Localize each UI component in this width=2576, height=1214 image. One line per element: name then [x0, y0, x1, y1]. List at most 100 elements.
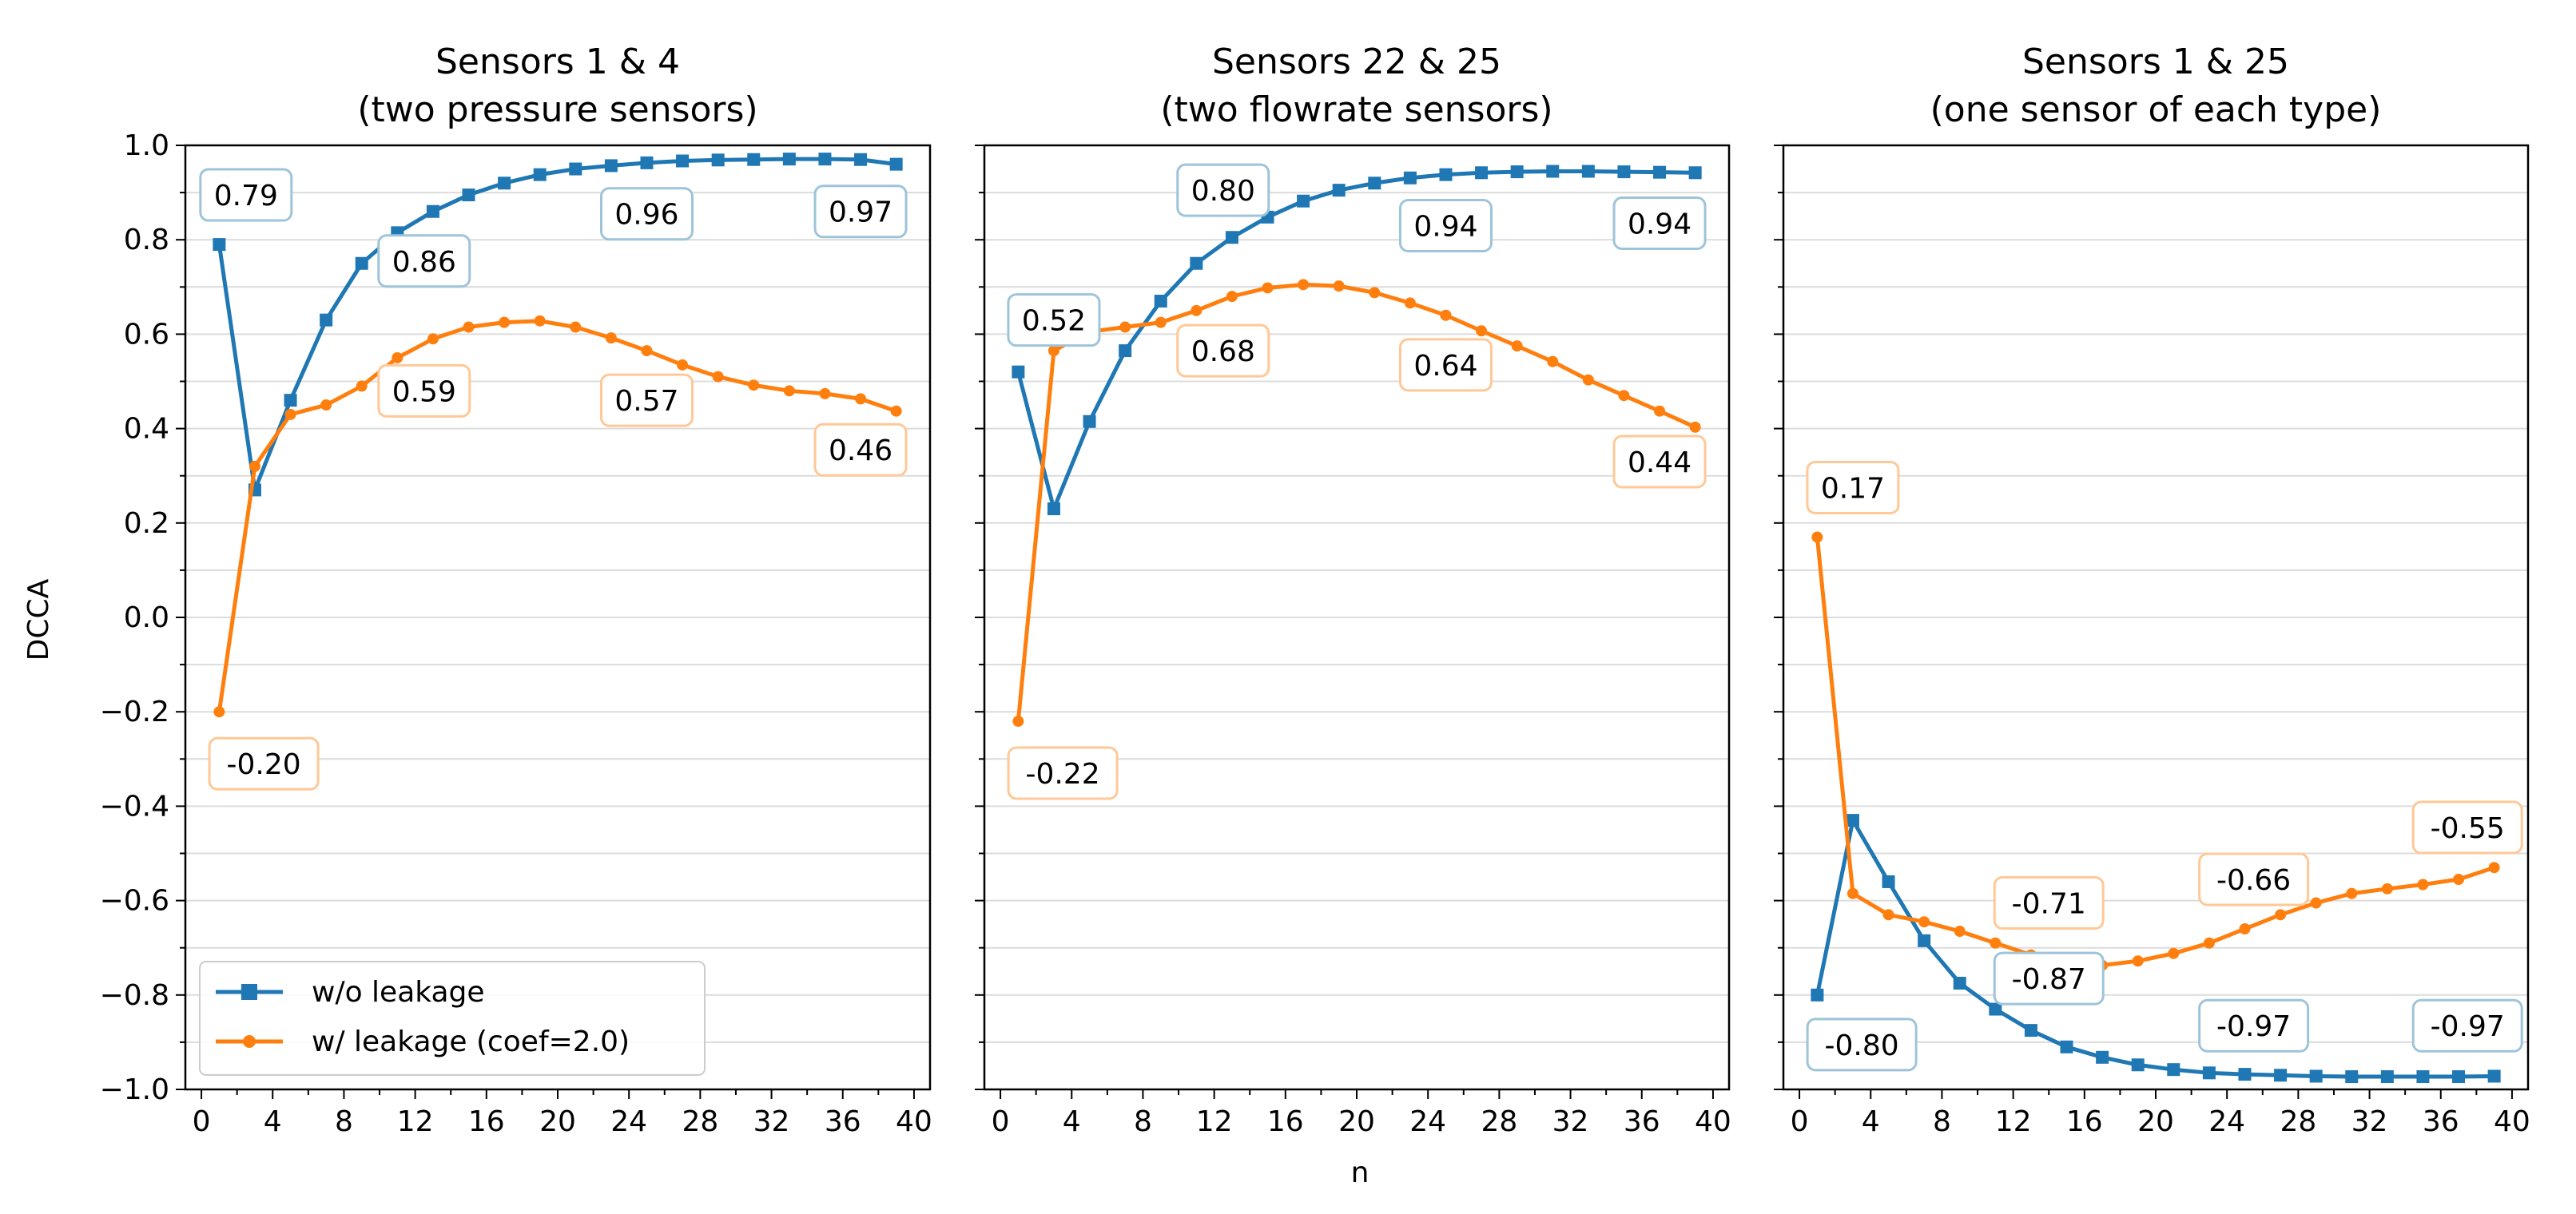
- x-tick-label: 0: [193, 1105, 211, 1138]
- data-point-circle: [819, 387, 831, 399]
- data-point-square: [2238, 1068, 2252, 1081]
- data-point-circle: [284, 408, 296, 420]
- y-tick-label: 0.8: [124, 224, 169, 256]
- value-label: 0.17: [1821, 472, 1885, 505]
- data-point-square: [1439, 168, 1453, 181]
- data-point-square: [1190, 256, 1203, 270]
- chart-panel-3: 0 4 8 12 16 20 24 28 32 36 40 Sensors 1 & 25 (one se…: [1774, 42, 2530, 1138]
- x-tick-label: 32: [2351, 1105, 2388, 1138]
- x-tick-label: 4: [1862, 1105, 1880, 1138]
- value-label-box: [2198, 998, 2310, 1053]
- x-tick-label: 28: [2280, 1105, 2316, 1138]
- x-tick-label: 32: [753, 1105, 790, 1138]
- legend-marker-square: [241, 984, 257, 1000]
- data-point-circle: [748, 379, 760, 391]
- x-tick-label: 36: [2423, 1105, 2459, 1138]
- data-point-circle: [1119, 321, 1131, 333]
- data-point-square: [1225, 231, 1238, 244]
- value-label: 0.79: [214, 180, 278, 212]
- data-point-square: [1475, 166, 1489, 180]
- data-point-circle: [2381, 883, 2393, 895]
- data-point-circle: [1811, 531, 1823, 543]
- data-point-circle: [1012, 716, 1024, 728]
- data-point-square: [1012, 365, 1025, 379]
- legend: w/o leakage w/ leakage (coef=2.0): [199, 961, 706, 1076]
- value-label-box: [1176, 323, 1270, 378]
- data-point-square: [1510, 165, 1524, 179]
- value-label: 0.59: [392, 375, 456, 408]
- data-point-square: [498, 177, 511, 190]
- chart-panel-1: −1.0 −0.8 −0.6 −0.4 −0.2 0.0 0.2 0.4 0.6 0.8 1.0 0 4…: [100, 42, 932, 1138]
- value-label: 0.94: [1413, 210, 1477, 243]
- data-point-circle: [2239, 923, 2251, 935]
- legend-label-without-leakage: w/o leakage: [312, 976, 485, 1009]
- data-point-square: [1332, 184, 1346, 197]
- data-point-circle: [855, 393, 867, 405]
- value-label-box: [1176, 163, 1270, 217]
- data-point-circle: [2453, 874, 2465, 886]
- panel-subtitle: (two pressure sensors): [357, 89, 757, 130]
- value-label: 0.68: [1191, 335, 1255, 368]
- value-label: 0.64: [1413, 350, 1477, 383]
- data-point-square: [426, 204, 439, 218]
- data-point-square: [1368, 177, 1381, 190]
- value-label-box: [1007, 746, 1119, 800]
- x-tick-label: 16: [2066, 1105, 2103, 1138]
- data-point-circle: [2346, 887, 2358, 899]
- value-label: 0.97: [829, 196, 892, 229]
- data-point-circle: [2203, 937, 2215, 949]
- value-label: -0.80: [1825, 1030, 1899, 1062]
- y-axis-label: DCCA: [22, 578, 55, 661]
- data-point-circle: [1476, 325, 1488, 337]
- data-point-circle: [534, 315, 546, 327]
- data-point-circle: [1226, 291, 1238, 303]
- data-point-square: [2416, 1070, 2430, 1084]
- legend-marker-circle: [243, 1035, 256, 1048]
- y-tick-label: −1.0: [100, 1073, 169, 1106]
- data-point-square: [1688, 166, 1702, 180]
- data-point-square: [711, 153, 725, 167]
- chart-panel-2: 0 4 8 12 16 20 24 28 32 36 40 Sensors 22 & 25 (two f…: [975, 42, 1731, 1138]
- axes-frame: [184, 144, 932, 1091]
- data-point-circle: [1404, 297, 1416, 309]
- value-label-box: [2411, 800, 2523, 855]
- value-label: 0.46: [829, 434, 892, 467]
- panel-subtitle: (one sensor of each type): [1930, 89, 2382, 130]
- y-tick-label: −0.2: [100, 696, 169, 728]
- series-line-with-leakage: [1815, 537, 2495, 968]
- value-label-box: [1398, 198, 1493, 252]
- data-point-circle: [570, 321, 582, 333]
- data-point-square: [1953, 977, 1966, 990]
- value-label-box: [208, 736, 320, 791]
- data-point-circle: [890, 405, 902, 417]
- x-tick-label: 24: [610, 1105, 647, 1138]
- panels: −1.0 −0.8 −0.6 −0.4 −0.2 0.0 0.2 0.4 0.6 0.8 1.0 0 4…: [100, 42, 2530, 1138]
- x-tick-label: 4: [1063, 1105, 1081, 1138]
- value-label-box: [1806, 460, 1900, 514]
- x-tick-label: 28: [1481, 1105, 1517, 1138]
- data-point-circle: [2168, 947, 2180, 959]
- axes-frame: [983, 144, 1731, 1091]
- data-point-circle: [2488, 862, 2500, 874]
- value-label-box: [1806, 1018, 1918, 1072]
- x-tick-label: 24: [1409, 1105, 1446, 1138]
- y-tick-label: −0.4: [100, 790, 169, 823]
- panel-title: Sensors 1 & 4: [435, 42, 680, 82]
- value-label: -0.20: [227, 748, 301, 781]
- value-label-box: [599, 187, 694, 241]
- data-point-square: [854, 153, 868, 166]
- value-label: -0.66: [2216, 864, 2291, 897]
- data-point-square: [2452, 1070, 2466, 1084]
- x-tick-label: 20: [1338, 1105, 1375, 1138]
- data-point-square: [355, 256, 368, 270]
- y-tick-label: 0.6: [124, 318, 169, 351]
- x-tick-label: 8: [1933, 1105, 1951, 1138]
- x-tick-label: 16: [1267, 1105, 1304, 1138]
- data-point-circle: [499, 316, 511, 328]
- data-point-square: [1403, 171, 1417, 184]
- data-point-circle: [1618, 390, 1630, 402]
- data-point-circle: [1654, 405, 1666, 417]
- data-point-square: [1882, 875, 1895, 888]
- data-point-circle: [213, 706, 225, 718]
